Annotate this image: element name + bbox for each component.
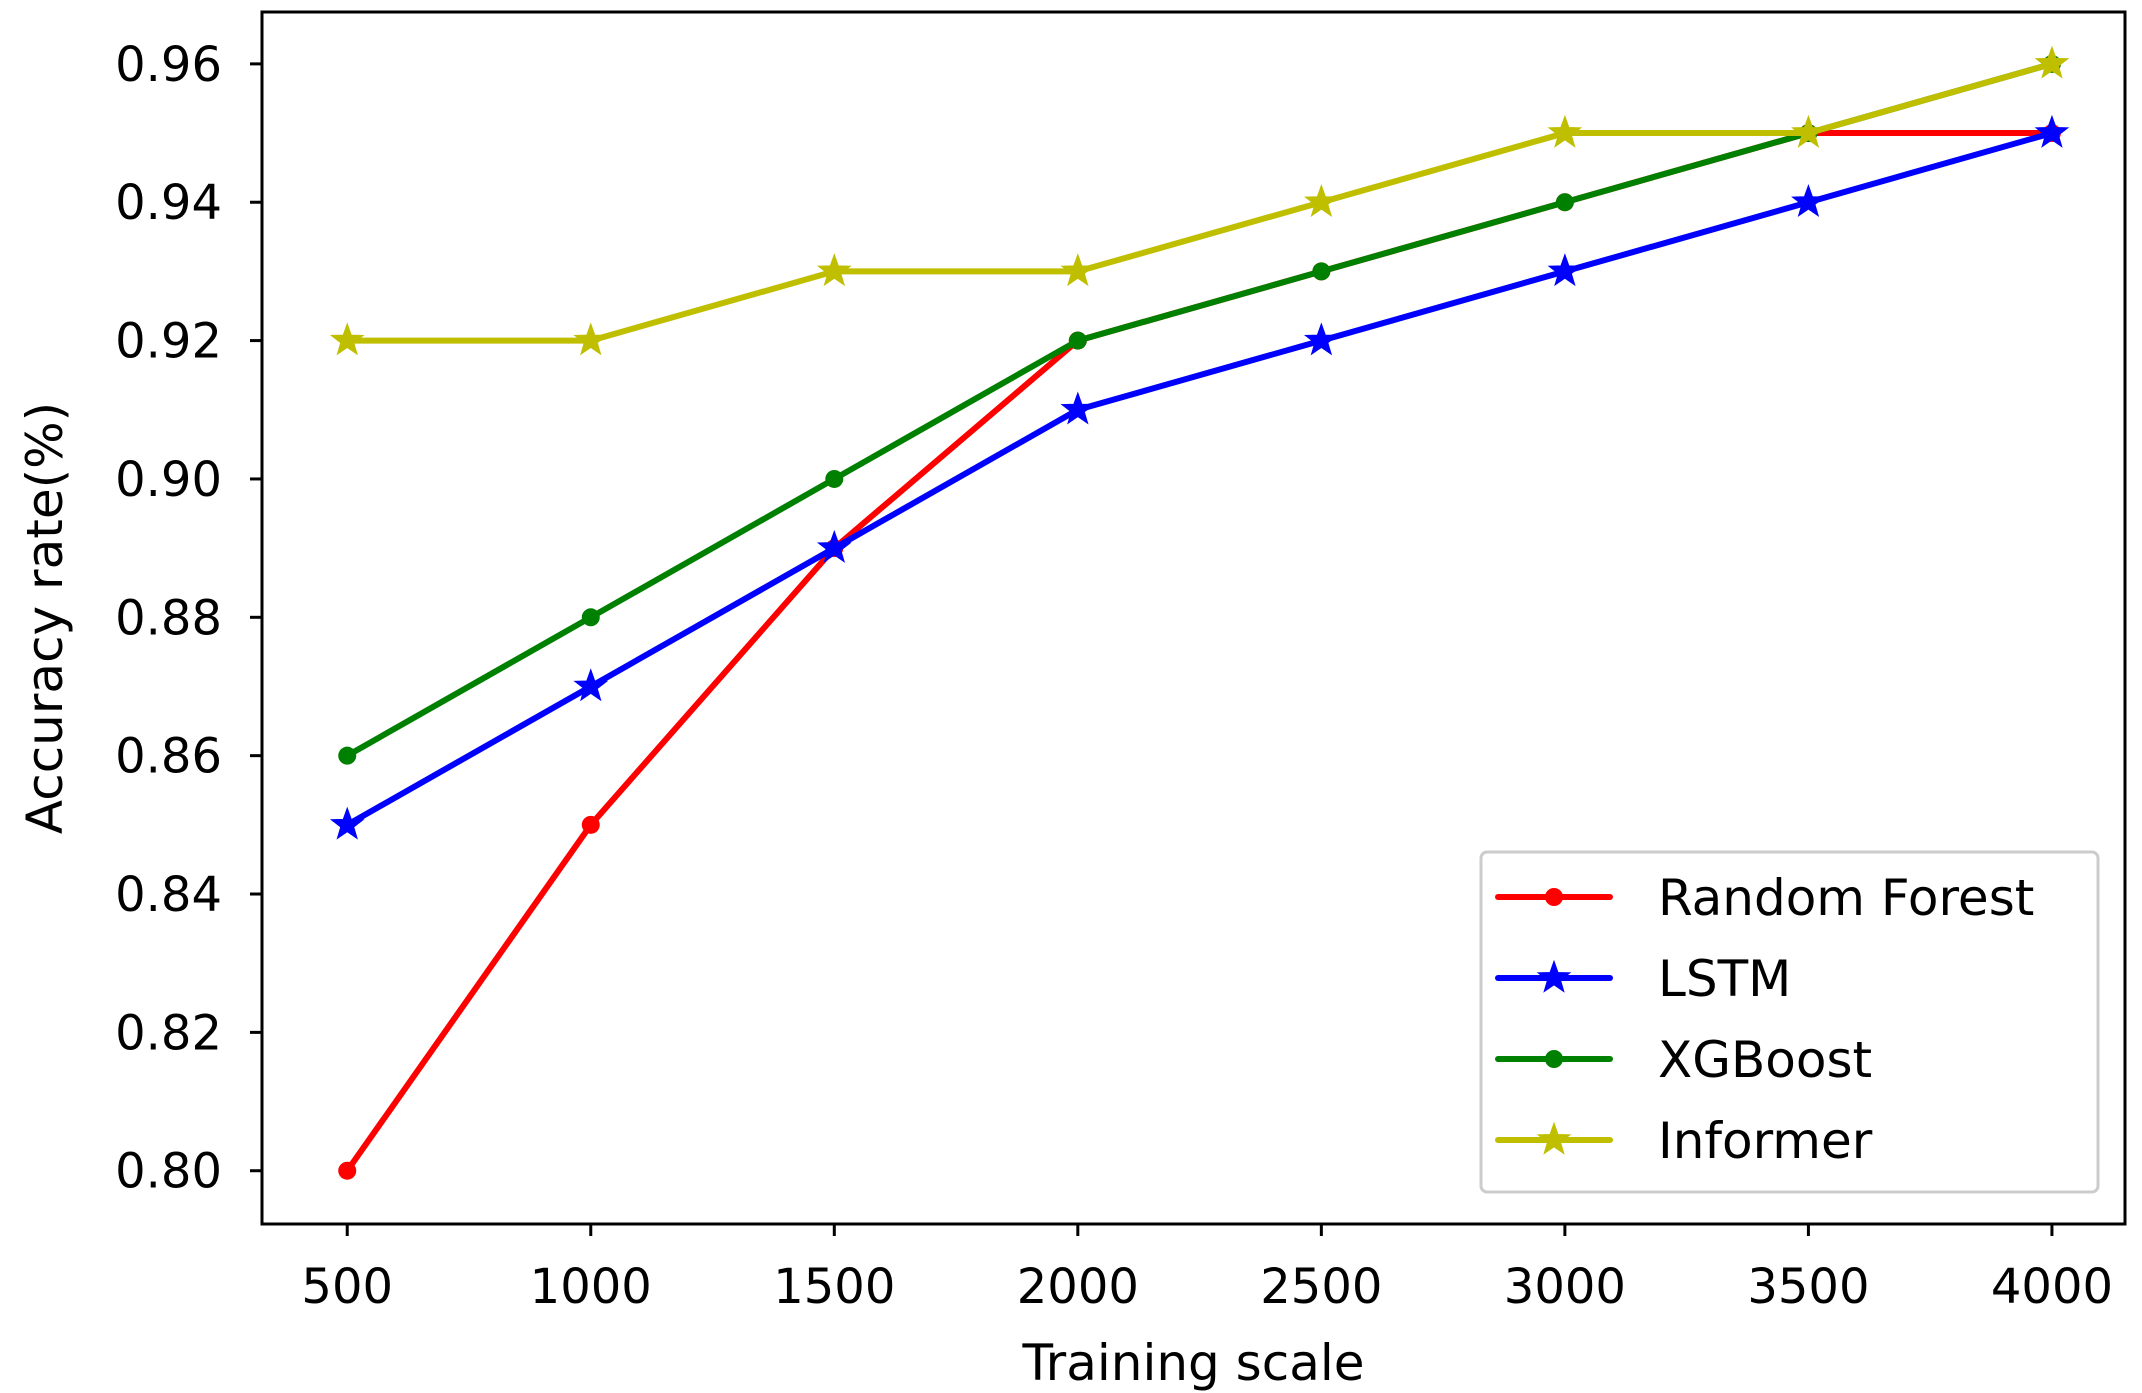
data-point-xgboost <box>1312 262 1331 281</box>
legend-box <box>1479 850 2100 1194</box>
y-tick-label: 0.96 <box>115 37 222 93</box>
x-tick-label: 2500 <box>1260 1259 1382 1315</box>
data-point-lstm <box>1791 184 1826 217</box>
legend-swatch-marker <box>1545 1050 1563 1068</box>
data-point-informer <box>573 322 609 356</box>
data-point-informer <box>1304 184 1339 217</box>
y-tick-label: 0.90 <box>115 452 222 508</box>
y-axis-label: Accuracy rate(%) <box>16 402 74 834</box>
data-point-xgboost <box>1555 193 1574 212</box>
series-line-informer <box>344 60 2055 344</box>
data-point-xgboost <box>581 608 600 627</box>
legend-label: LSTM <box>1658 950 1791 1008</box>
y-tick-label: 0.82 <box>115 1005 222 1061</box>
y-tick-label: 0.84 <box>115 867 222 923</box>
data-point-random-forest <box>338 1161 357 1180</box>
data-point-random-forest <box>581 815 600 834</box>
x-tick-label: 2000 <box>1017 1259 1139 1315</box>
data-point-lstm <box>573 668 609 702</box>
x-tick-label: 1500 <box>773 1259 895 1315</box>
legend-swatch-marker <box>1536 1121 1572 1155</box>
x-axis-label: Training scale <box>1021 1334 1364 1392</box>
data-point-lstm <box>2034 114 2070 148</box>
legend-item-lstm: LSTM <box>1495 950 1791 1008</box>
x-tick-label: 3000 <box>1504 1259 1626 1315</box>
legend-label: XGBoost <box>1658 1031 1872 1089</box>
legend-item-xgboost: XGBoost <box>1495 1031 1872 1089</box>
legend-item-random-forest: Random Forest <box>1495 869 2034 927</box>
x-tick-label: 1000 <box>530 1259 652 1315</box>
data-point-lstm <box>1304 322 1339 356</box>
y-tick-label: 0.88 <box>115 590 222 646</box>
y-tick-label: 0.94 <box>115 175 222 231</box>
legend-swatch-marker <box>1536 959 1572 993</box>
x-tick-label: 500 <box>301 1259 393 1315</box>
x-tick-label: 3500 <box>1747 1259 1869 1315</box>
y-axis: 0.80 0.82 0.84 0.86 0.88 0.90 0.92 0.94 0.96 <box>115 37 262 1200</box>
series-lstm <box>329 114 2070 840</box>
data-point-informer <box>1547 114 1583 148</box>
data-point-xgboost <box>338 746 357 765</box>
series-informer <box>329 45 2070 356</box>
legend-item-informer: Informer <box>1495 1112 1873 1170</box>
data-point-informer <box>1060 253 1096 287</box>
y-tick-label: 0.86 <box>115 729 222 785</box>
data-point-xgboost <box>825 469 844 488</box>
data-point-informer <box>1791 114 1826 148</box>
data-point-lstm <box>1547 253 1583 287</box>
legend-label: Random Forest <box>1658 869 2034 927</box>
y-tick-label: 0.80 <box>115 1144 222 1200</box>
legend-swatch-marker <box>1545 888 1563 906</box>
data-point-lstm <box>1060 391 1096 425</box>
series-line-xgboost <box>344 60 2055 759</box>
data-point-informer <box>816 253 852 287</box>
x-tick-label: 4000 <box>1991 1259 2113 1315</box>
legend: Random Forest LSTM XGBoost Informer <box>1479 850 2100 1194</box>
series-layer <box>329 45 2070 1180</box>
data-point-informer <box>329 322 365 356</box>
data-point-lstm <box>816 529 852 563</box>
data-point-xgboost <box>1068 331 1087 350</box>
data-point-lstm <box>329 806 365 840</box>
x-axis: 500 1000 1500 2000 2500 3000 3500 4000 <box>301 1224 2113 1315</box>
series-line-lstm <box>344 130 2055 828</box>
data-point-informer <box>2034 45 2070 79</box>
legend-label: Informer <box>1658 1112 1873 1170</box>
y-tick-label: 0.92 <box>115 314 222 370</box>
